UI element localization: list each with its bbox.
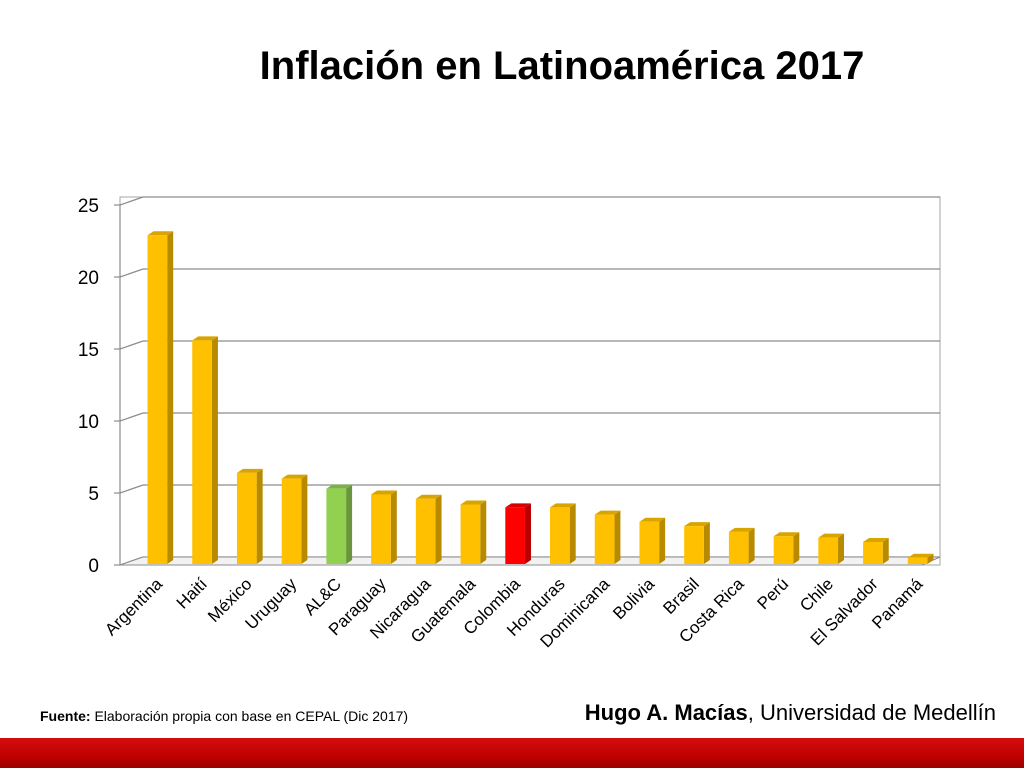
bar-side-costa-rica	[748, 527, 755, 564]
bar-argentina	[147, 235, 168, 565]
bar-side-colombia	[524, 503, 531, 564]
bar-side-bolivia	[659, 517, 666, 564]
bar-side-panam-	[927, 553, 934, 564]
bar-brasil	[684, 526, 704, 564]
bottom-decorative-bar	[0, 738, 1024, 768]
bar-paraguay	[371, 494, 391, 564]
bar-top-honduras	[550, 503, 576, 508]
gridline-slant	[119, 268, 144, 278]
bar-per-	[773, 536, 794, 564]
bar-top-m-xico	[236, 468, 263, 473]
bar-colombia	[505, 507, 525, 564]
bar-top-bolivia	[639, 517, 666, 522]
bar-side-honduras	[569, 503, 576, 564]
bar-side-hait-	[211, 336, 218, 564]
source-label: Fuente:	[40, 708, 91, 724]
source-note: Fuente: Elaboración propia con base en C…	[40, 708, 408, 724]
bar-side-argentina	[167, 231, 174, 565]
bar-side-uruguay	[301, 474, 308, 564]
y-tick-label: 0	[88, 556, 99, 577]
bar-honduras	[550, 507, 570, 564]
x-tick-label: Panamá	[868, 574, 927, 633]
bar-chile	[818, 537, 839, 564]
x-tick-label: Perú	[753, 574, 792, 613]
bar-nicaragua	[415, 498, 436, 564]
bar-top-guatemala	[460, 500, 487, 505]
bar-side-el-salvador	[882, 537, 889, 564]
author-credit: Hugo A. Macías, Universidad de Medellín	[585, 700, 996, 726]
gridline-slant	[119, 340, 144, 350]
bar-top-nicaragua	[415, 494, 442, 499]
bar-top-paraguay	[371, 490, 397, 495]
bar-dominicana	[594, 514, 615, 564]
bar-side-paraguay	[390, 490, 397, 564]
bar-bolivia	[639, 521, 660, 564]
bar-top-el-salvador	[863, 537, 889, 542]
bar-side-chile	[838, 533, 845, 564]
bar-side-m-xico	[256, 468, 263, 564]
bar-top-panam-	[907, 553, 934, 558]
bar-side-al-c	[346, 484, 353, 564]
y-tick-label: 5	[88, 484, 99, 505]
y-tick-label: 10	[78, 412, 99, 433]
bar-top-colombia	[505, 503, 531, 508]
bar-side-nicaragua	[435, 494, 442, 564]
bar-top-hait-	[192, 336, 218, 341]
bar-top-brasil	[684, 522, 710, 527]
x-tick-label: Chile	[796, 574, 837, 615]
x-tick-label: Haití	[173, 574, 211, 612]
bar-side-per-	[793, 532, 800, 564]
slide-title: Inflación en Latinoamérica 2017	[259, 44, 865, 88]
bar-top-argentina	[147, 231, 174, 236]
gridline-slant	[119, 196, 144, 206]
bar-uruguay	[281, 478, 302, 564]
bar-top-uruguay	[281, 474, 308, 479]
bar-costa-rica	[728, 531, 749, 564]
x-tick-label: Bolivia	[609, 574, 658, 623]
source-text: Elaboración propia con base en CEPAL (Di…	[90, 708, 409, 724]
gridline-slant	[119, 484, 144, 494]
bar-guatemala	[460, 504, 481, 564]
bar-top-per-	[773, 532, 800, 537]
bar-panam-	[907, 557, 928, 564]
bar-el-salvador	[863, 541, 883, 564]
author-affiliation: , Universidad de Medellín	[747, 700, 996, 725]
gridline-slant	[119, 412, 144, 422]
author-name: Hugo A. Macías	[584, 700, 748, 725]
bar-al-c	[326, 488, 347, 564]
y-tick-label: 20	[78, 268, 99, 289]
bar-side-guatemala	[480, 500, 487, 564]
y-tick-label: 15	[78, 340, 99, 361]
bar-top-al-c	[326, 484, 353, 489]
bar-side-dominicana	[614, 510, 621, 564]
bar-hait-	[192, 340, 212, 564]
x-tick-label: Argentina	[101, 574, 166, 639]
bar-side-brasil	[703, 522, 710, 564]
y-tick-label: 25	[78, 196, 99, 217]
bar-top-costa-rica	[728, 527, 755, 532]
bar-top-dominicana	[594, 510, 621, 515]
bar-m-xico	[236, 472, 257, 564]
bar-top-chile	[818, 533, 845, 538]
